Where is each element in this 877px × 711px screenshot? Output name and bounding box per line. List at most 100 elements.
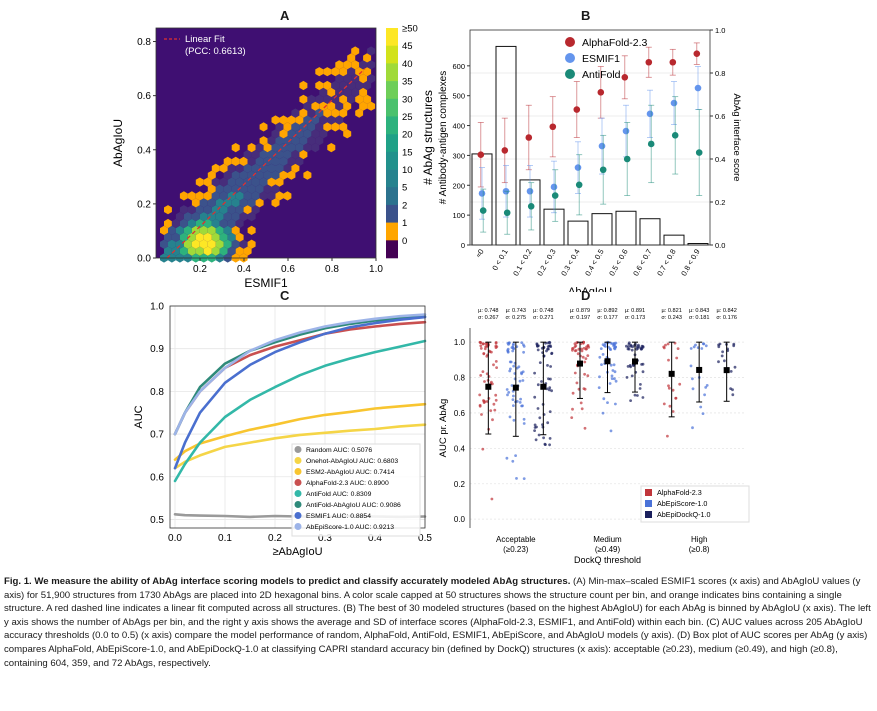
auc-point — [636, 394, 639, 397]
auc-point — [540, 380, 543, 383]
hexbin-cell — [275, 122, 284, 132]
mean-point — [695, 149, 703, 156]
hexbin-cell — [215, 212, 224, 222]
hexbin-cell — [251, 205, 260, 215]
auc-point — [601, 411, 605, 415]
hexbin-cell — [175, 212, 184, 222]
hexbin-cell — [311, 101, 320, 111]
colorbar-segment — [386, 151, 398, 170]
mean-marker — [632, 358, 638, 365]
hexbin-cell — [235, 232, 244, 242]
hexbin-cell — [343, 60, 352, 70]
sigma-label: σ: 0.267 — [478, 315, 499, 321]
auc-point — [511, 349, 515, 353]
auc-point — [482, 401, 486, 404]
x-tick-label: 0.0 — [168, 533, 182, 544]
mean-point — [575, 181, 583, 189]
mean-point — [599, 166, 607, 174]
hexbin-cell — [287, 156, 296, 166]
colorbar-segment — [386, 98, 398, 117]
hexbin-cell — [207, 212, 216, 222]
y-left-tick-label: 400 — [452, 122, 465, 131]
auc-point — [571, 391, 575, 395]
hexbin-cell — [271, 156, 280, 166]
y-right-tick-label: 0.0 — [715, 241, 725, 250]
hexbin-cell — [219, 246, 228, 256]
hexbin-cell — [331, 122, 340, 132]
hexbin-cell — [323, 108, 332, 118]
auc-point — [543, 442, 547, 446]
hexbin-cell — [283, 191, 292, 201]
hexbin-cell — [203, 205, 212, 215]
hexbin-cell — [239, 156, 248, 166]
y-axis-label: AUC pr. AbAg — [438, 399, 449, 458]
hexbin-cell — [251, 163, 260, 173]
series-line — [173, 315, 427, 436]
auc-point — [494, 346, 498, 349]
y-tick-label: 0.8 — [150, 387, 164, 398]
hexbin-cell — [160, 239, 168, 249]
hexbin-cell — [255, 143, 264, 153]
y-tick-label: 0.2 — [454, 480, 466, 489]
hexbin-cell — [295, 156, 304, 166]
auc-point — [627, 341, 631, 345]
hexbin-cell — [295, 115, 304, 125]
hexbin-cell — [191, 198, 200, 208]
auc-point — [490, 497, 494, 501]
colorbar-tick-label: 1 — [402, 218, 407, 229]
auc-point — [627, 347, 631, 351]
sigma-label: σ: 0.275 — [506, 315, 527, 321]
hexbin-cell — [303, 170, 312, 180]
colorbar-tick-label: 20 — [402, 130, 413, 141]
auc-point — [491, 418, 494, 422]
legend-marker — [294, 468, 302, 475]
hexbin-cell — [343, 74, 352, 84]
x-axis-label: ≥AbAgIoU — [272, 546, 322, 558]
hexbin-cell — [219, 218, 228, 229]
bar — [591, 213, 613, 246]
mu-label: µ: 0.892 — [597, 308, 617, 314]
mean-point — [647, 140, 655, 148]
x-tick-label: 0.1 — [218, 533, 232, 544]
hexbin-cell — [267, 191, 276, 201]
colorbar-tick-label: 10 — [402, 165, 413, 176]
hexbin-cell — [223, 156, 232, 166]
group-threshold-label: (≥0.49) — [595, 545, 621, 554]
x-category-label: 0.3 < 0.4 — [559, 248, 581, 278]
auc-point — [520, 341, 524, 344]
mean-point — [671, 132, 679, 139]
hexbin-cell — [211, 218, 220, 229]
x-axis-label: AbAgIoU — [568, 286, 612, 292]
mean-point — [621, 74, 629, 81]
hexbin-cell — [291, 122, 300, 132]
auc-point — [534, 438, 538, 442]
hexbin-cell — [335, 74, 344, 84]
hexbin-cell — [275, 163, 284, 173]
hexbin-cell — [215, 225, 224, 235]
hexbin-cell — [311, 129, 320, 139]
mean-point — [645, 58, 653, 66]
x-tick-label: 0.2 — [268, 533, 282, 544]
auc-point — [613, 370, 617, 374]
hexbin-cell — [223, 239, 232, 249]
hexbin-cell — [271, 198, 280, 208]
y-tick-label: 0.6 — [454, 409, 466, 418]
auc-point — [576, 352, 580, 356]
hexbin-cell — [367, 101, 376, 111]
hexbin-cell — [187, 246, 196, 256]
legend-label: Random AUC: 0.5076 — [306, 447, 372, 454]
colorbar-tick-label: 15 — [402, 147, 413, 158]
y-tick-label: 0.8 — [454, 374, 466, 383]
mean-point — [549, 123, 557, 131]
auc-point — [573, 349, 577, 353]
mean-point — [527, 203, 535, 210]
y-left-axis-label: # Antibody-antigen complexes — [438, 71, 449, 204]
mean-point — [501, 147, 509, 154]
mu-label: µ: 0.843 — [689, 308, 709, 314]
legend-label: AbEpiScore-1.0 — [657, 499, 707, 508]
colorbar-segment — [386, 222, 398, 241]
figure-caption: Fig. 1. We measure the ability of AbAg i… — [4, 575, 872, 670]
x-category-label: 0.7 < 0.8 — [655, 248, 677, 278]
hexbin-cell — [263, 184, 272, 194]
auc-point — [492, 402, 496, 406]
